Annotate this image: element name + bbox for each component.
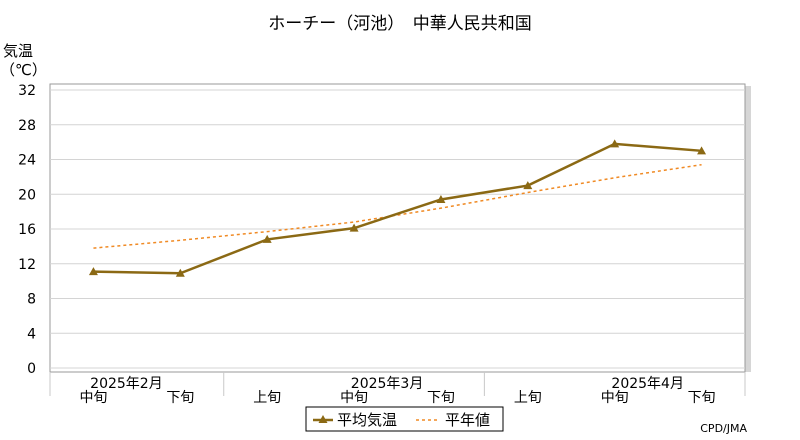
legend-box (305, 406, 504, 432)
plot-border (49, 83, 746, 373)
legend-marker-avg-temp (318, 415, 328, 423)
x-month-label: 2025年3月 (351, 376, 424, 392)
x-tick-label: 下旬 (427, 390, 455, 406)
x-tick-label: 中旬 (340, 390, 368, 406)
avg-temp-point (436, 194, 446, 203)
y-tick-label: 0 (27, 361, 36, 377)
chart-title: ホーチー（河池） 中華人民共和国 (268, 14, 532, 34)
legend-label-avg-temp: 平均気温 (337, 411, 397, 429)
credit-text: CPD/JMA (700, 422, 747, 435)
gridlines (50, 89, 745, 369)
x-tick-label: 上旬 (253, 390, 281, 406)
y-tick-label: 24 (18, 153, 36, 169)
x-month-label: 2025年4月 (611, 376, 684, 392)
x-tick-label: 中旬 (79, 390, 107, 406)
avg-temp-point (523, 181, 533, 190)
x-tick-label: 中旬 (601, 390, 629, 406)
avg-temp-point (610, 139, 620, 148)
y-tick-label: 28 (18, 118, 36, 134)
series-layer (88, 139, 707, 277)
legend: 平均気温 平年値 (305, 406, 504, 432)
x-tick-label: 下旬 (688, 390, 716, 406)
avg-temp-point (175, 268, 185, 277)
x-month-label: 2025年2月 (90, 376, 163, 392)
series-avg-temp-line (93, 142, 702, 275)
y-axis-label-line1: 気温 (3, 42, 33, 60)
y-tick-label: 16 (18, 222, 36, 238)
series-normal-line (93, 163, 702, 249)
avg-temp-point (88, 267, 98, 276)
y-axis-label-line2: （℃） (0, 61, 47, 79)
x-tick-label: 上旬 (514, 390, 542, 406)
x-tick-label: 下旬 (166, 390, 194, 406)
y-tick-label: 32 (18, 83, 36, 99)
y-tick-label: 12 (18, 257, 36, 273)
legend-label-normal: 平年値 (445, 411, 490, 429)
avg-temp-point (262, 234, 272, 243)
avg-temp-point (349, 223, 359, 232)
y-axis: 0 4 8 12 16 20 24 28 32 (18, 83, 36, 377)
y-tick-label: 8 (27, 292, 36, 308)
plot-area (49, 83, 751, 373)
y-tick-label: 4 (27, 326, 36, 342)
avg-temp-point (697, 146, 707, 155)
y-tick-label: 20 (18, 187, 36, 203)
